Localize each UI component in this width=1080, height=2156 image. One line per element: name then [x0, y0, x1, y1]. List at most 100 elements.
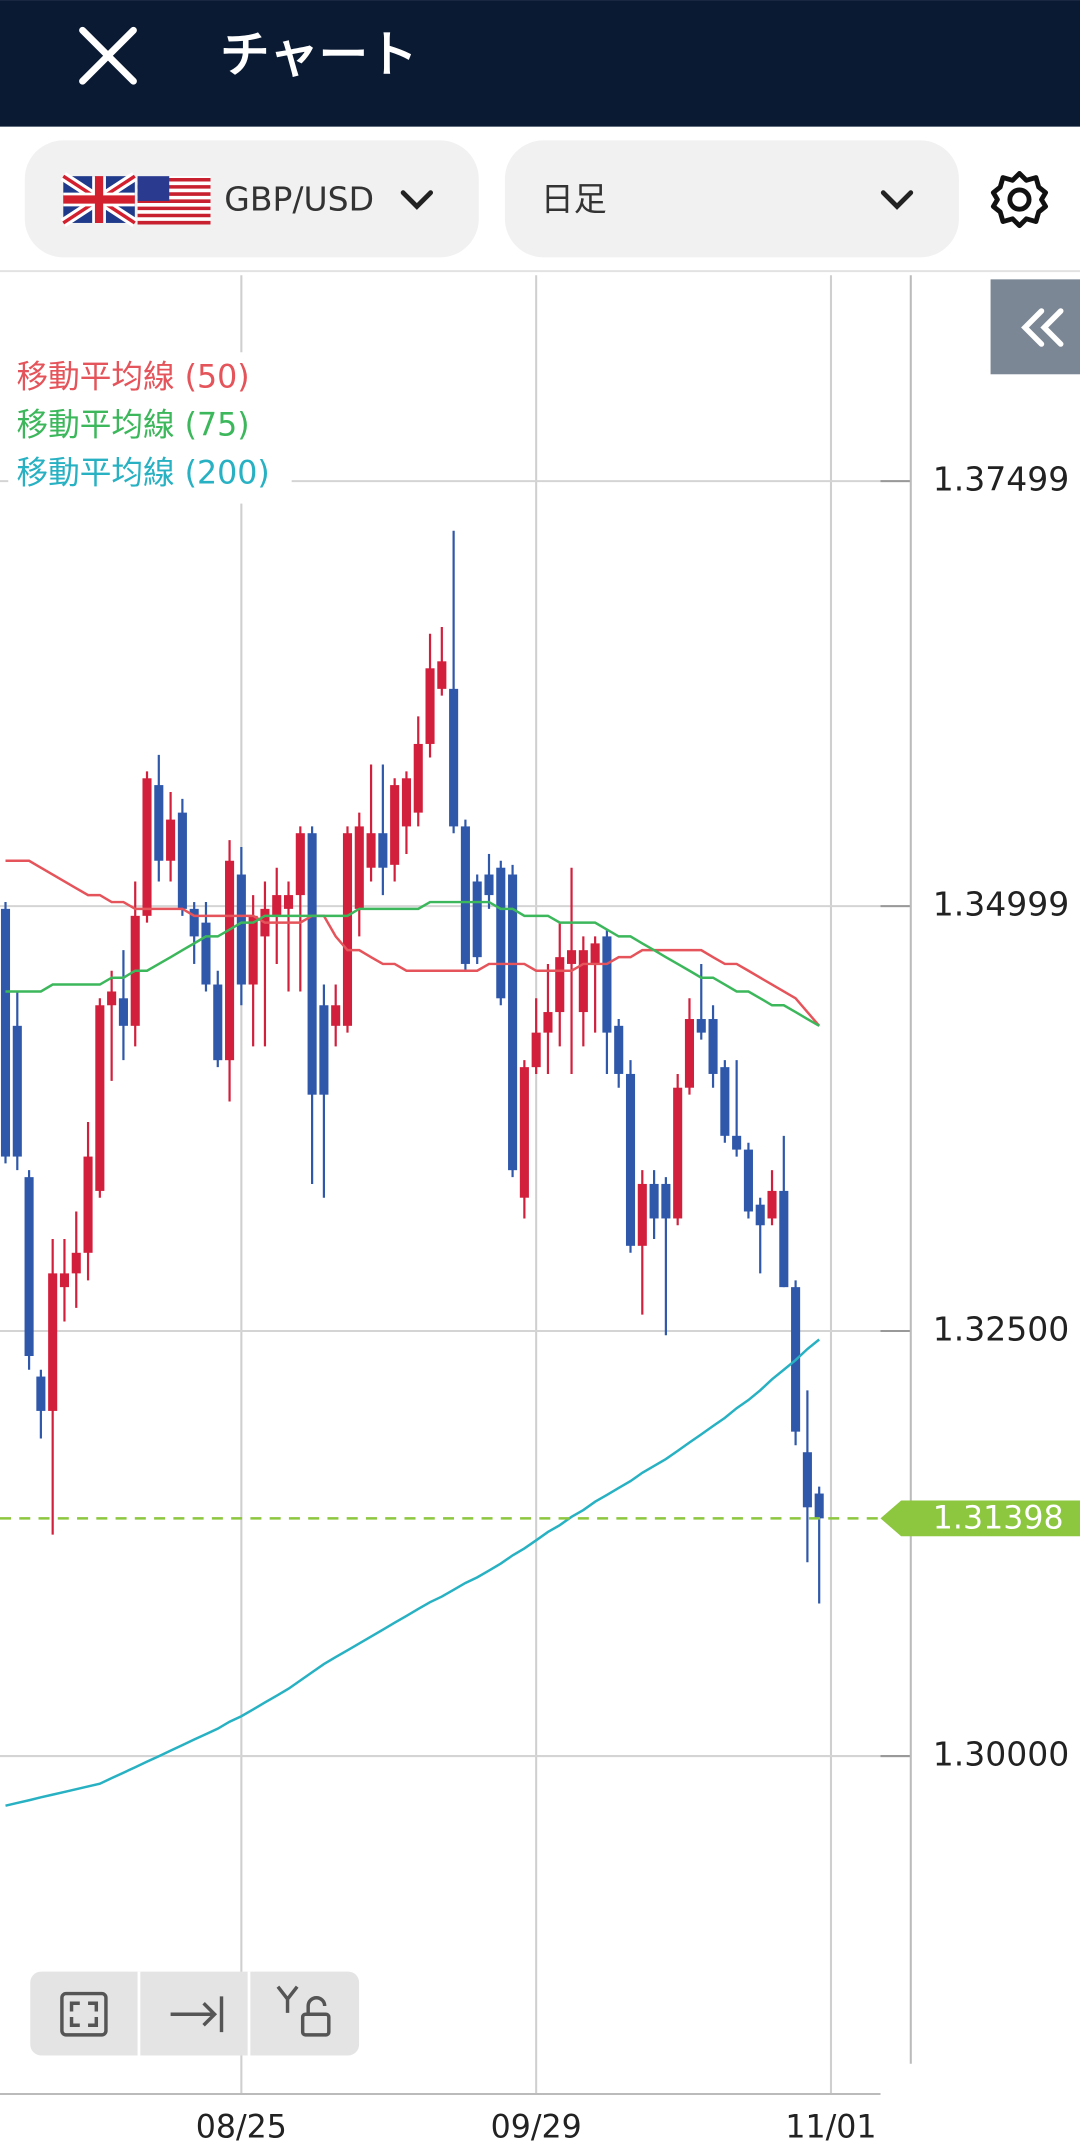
candle-body: [71, 1252, 81, 1274]
candle-body: [354, 826, 364, 909]
candle-body: [272, 895, 282, 916]
candle-body: [189, 908, 199, 937]
legend-entry: 移動平均線 (50): [17, 359, 250, 395]
close-button[interactable]: [79, 26, 137, 85]
candle-body: [508, 874, 518, 1171]
candle-body: [83, 1156, 93, 1253]
flag-gb: [60, 172, 138, 227]
chart-tools: [30, 1971, 360, 2056]
candle-body: [107, 991, 117, 1006]
legend-entry: 移動平均線 (75): [17, 408, 250, 444]
candle-body: [12, 1025, 22, 1157]
y-lock-button[interactable]: [276, 1985, 331, 2037]
candle-body: [472, 881, 482, 958]
candle-body: [449, 688, 459, 827]
legend-entry: 移動平均線 (200): [17, 456, 270, 492]
last-price-tag: [880, 1500, 1080, 1537]
candle-body: [708, 1019, 718, 1074]
candle-body: [213, 984, 223, 1061]
candle-body: [578, 950, 588, 1013]
candle-body: [413, 743, 423, 813]
candle-body: [95, 1005, 105, 1191]
candle-body: [0, 908, 11, 1157]
moving-average-line: [5, 859, 821, 1027]
y-tick-label: 1.37499: [933, 460, 1069, 499]
candle-body: [460, 826, 470, 964]
candle-body: [283, 895, 294, 909]
legend-background: [8, 352, 292, 504]
candle-body: [802, 1452, 812, 1508]
header-title: チャート: [220, 25, 418, 83]
last-price-label: 1.31398: [933, 1501, 1064, 1537]
settings-button[interactable]: [990, 171, 1049, 229]
header-bar: [0, 0, 1080, 127]
candle-body: [684, 1019, 695, 1088]
collapse-button[interactable]: [990, 279, 1080, 375]
candle-body: [649, 1183, 659, 1219]
candle-body: [201, 922, 211, 985]
candle-body: [390, 785, 400, 865]
candle-body: [779, 1190, 789, 1288]
candle-body: [743, 1149, 753, 1212]
candle-body: [248, 915, 258, 985]
candle-body: [378, 833, 388, 868]
candle-body: [767, 1190, 777, 1219]
candle-body: [614, 1025, 624, 1074]
candle-body: [142, 778, 152, 916]
candle-body: [177, 812, 187, 909]
candle-body: [342, 833, 353, 1026]
candle-body: [673, 1087, 683, 1219]
chevron: [400, 190, 434, 210]
candle-body: [720, 1067, 730, 1136]
candle-body: [166, 819, 176, 861]
legend: 移動平均線 (50) 移動平均線 (75) 移動平均線 (200): [8, 352, 292, 504]
candle-body: [307, 833, 317, 1095]
candle-body: [225, 860, 235, 1061]
candle-body: [437, 661, 447, 689]
candle-body: [543, 1012, 553, 1033]
flag-us: [137, 176, 211, 225]
candle-body: [531, 1032, 541, 1068]
candle-body: [732, 1135, 742, 1150]
pair-selector[interactable]: [24, 140, 479, 258]
candle-body: [567, 950, 577, 964]
moving-average-line: [5, 900, 820, 1027]
moving-average-line: [5, 1338, 820, 1807]
candle-body: [814, 1493, 824, 1519]
candle-body: [48, 1273, 58, 1411]
candle-body: [331, 1005, 341, 1026]
chart: 08/25 09/29 11/01 1.37499 1.34999 1.32500 1.30…: [0, 275, 1069, 2145]
candle-body: [555, 957, 565, 1013]
candle-body: [319, 1005, 329, 1095]
candle-body: [602, 936, 612, 1033]
x-tick-label: 09/29: [491, 2109, 582, 2145]
y-tick-label: 1.30000: [933, 1735, 1069, 1774]
candle-body: [496, 867, 506, 999]
pair-label: GBP/USD: [224, 179, 374, 218]
scroll-end-button[interactable]: [170, 1996, 224, 2033]
candle-body: [36, 1376, 46, 1411]
candle-body: [625, 1073, 636, 1246]
candle-body: [154, 785, 164, 861]
candle-body: [425, 668, 435, 744]
candle-body: [637, 1183, 647, 1246]
candle-body: [590, 943, 600, 964]
x-tick-label: 08/25: [196, 2109, 287, 2145]
fit-button[interactable]: [60, 1991, 108, 2037]
y-tick-label: 1.32500: [933, 1310, 1069, 1349]
collapse-icon: [1021, 308, 1064, 347]
candle-body: [236, 874, 246, 985]
candle-body: [366, 833, 376, 868]
candle-body: [661, 1183, 671, 1219]
x-tick-label: 11/01: [785, 2109, 876, 2145]
chevron: [880, 190, 914, 210]
candle-body: [696, 1019, 706, 1033]
candle-body: [519, 1067, 529, 1198]
candle-body: [24, 1177, 34, 1356]
candle-body: [401, 778, 411, 827]
candle-body: [118, 998, 128, 1026]
candle-body: [295, 833, 305, 896]
timeframe-selector[interactable]: [504, 140, 959, 258]
